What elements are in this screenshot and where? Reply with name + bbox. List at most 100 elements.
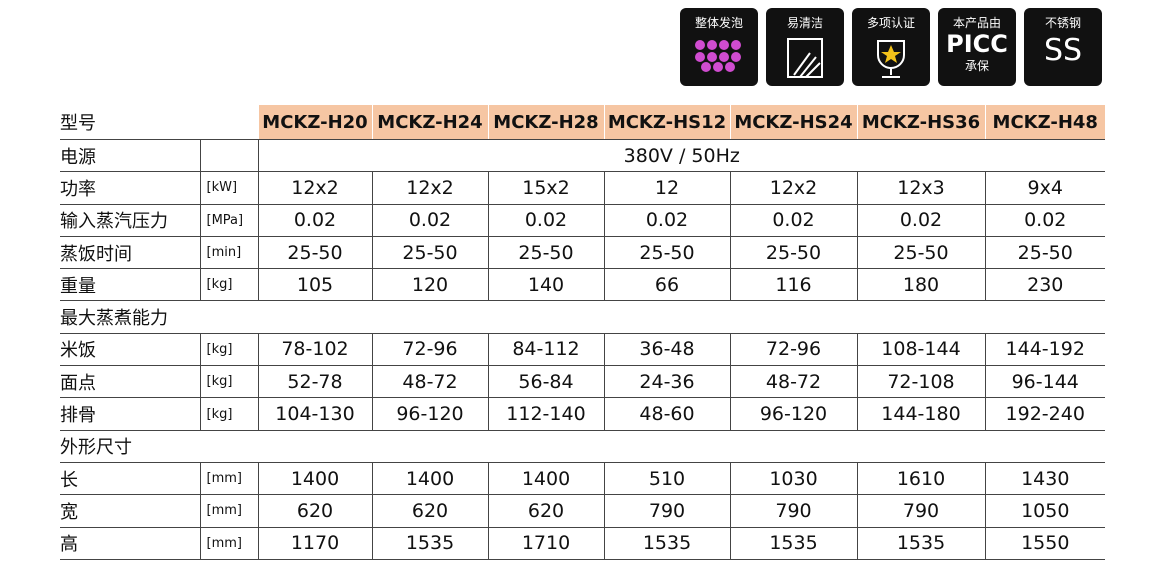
table-row: 蒸饭时间 [min] 25-50 25-50 25-50 25-50 25-50 25-50 2… [60,236,1105,270]
value-cell: 0.02 [729,204,857,237]
row-label: 面点 [60,365,200,399]
value-cell: 9x4 [984,171,1105,205]
unit-cell: [min] [199,236,258,270]
value-cell: 112-140 [487,397,604,431]
value-cell: 0.02 [371,204,488,237]
value-cell: 36-48 [603,333,730,367]
value-cell: 116 [729,268,857,302]
value-cell: 25-50 [487,236,604,270]
spec-table: 型号 MCKZ-H20 MCKZ-H24 MCKZ-H28 MCKZ-HS12 MCKZ-… [60,105,1105,560]
badge-text: PICC [946,30,1008,58]
unit-cell: [MPa] [199,204,258,237]
value-cell: 72-108 [856,365,985,399]
table-row: 功率 [kW] 12x2 12x2 15x2 12 12x2 12x3 9x4 [60,171,1105,205]
header-row: 型号 MCKZ-H20 MCKZ-H24 MCKZ-H28 MCKZ-HS12 MCKZ-… [60,105,1105,140]
value-cell: 790 [856,494,985,528]
value-cell: 105 [257,268,372,302]
foam-icon [695,40,741,72]
value-cell: 72-96 [729,333,857,367]
row-label: 最大蒸煮能力 [60,300,1105,334]
value-cell: 0.02 [487,204,604,237]
badge: 整体发泡 [680,8,758,86]
row-label: 功率 [60,171,200,205]
row-label: 米饭 [60,333,200,367]
value-cell: 66 [603,268,730,302]
unit-cell: [kg] [199,397,258,431]
badge: 不锈钢 SS [1024,8,1102,86]
model-name: MCKZ-H48 [984,105,1105,140]
value-cell: 25-50 [729,236,857,270]
value-cell: 790 [729,494,857,528]
badges: 整体发泡 易清洁 多项认证 本产品由 PICC 承保 不锈钢 SS [680,8,1102,86]
value-cell: 78-102 [257,333,372,367]
table-row: 高 [mm] 1170 1535 1710 1535 1535 1535 1550 [60,527,1105,560]
unit-cell [199,139,258,173]
row-label: 排骨 [60,397,200,431]
value-cell: 120 [371,268,488,302]
value-cell: 230 [984,268,1105,302]
table-row: 最大蒸煮能力 [60,300,1105,334]
model-name: MCKZ-HS24 [729,105,857,140]
value-cell: 0.02 [603,204,730,237]
badge: 易清洁 [766,8,844,86]
row-label: 外形尺寸 [60,430,1105,463]
model-name: MCKZ-HS36 [856,105,985,140]
value-cell: 96-120 [729,397,857,431]
badge-text: 多项认证 [866,16,915,30]
value-cell: 56-84 [487,365,604,399]
value-cell: 1430 [984,462,1105,496]
model-name: MCKZ-H28 [487,105,604,140]
value-cell: 620 [371,494,488,528]
value-cell: 25-50 [984,236,1105,270]
table-row: 电源 380V / 50Hz [60,139,1105,173]
value-cell: 12x2 [257,171,372,205]
value-cell: 48-72 [729,365,857,399]
value-cell: 1400 [487,462,604,496]
model-name: MCKZ-H20 [257,105,372,140]
value-cell: 1400 [371,462,488,496]
value-cell: 510 [603,462,730,496]
table-row: 外形尺寸 [60,430,1105,463]
value-cell: 1535 [856,527,985,560]
value-cell: 72-96 [371,333,488,367]
cert-icon [877,40,905,78]
value-cell: 620 [487,494,604,528]
value-cell: 104-130 [257,397,372,431]
value-cell: 0.02 [984,204,1105,237]
unit-cell: [mm] [199,527,258,560]
badge-text: 易清洁 [786,16,823,30]
value-cell: 1030 [729,462,857,496]
value-cell: 140 [487,268,604,302]
row-label: 宽 [60,494,200,528]
value-cell: 0.02 [257,204,372,237]
badge-text: 整体发泡 [694,16,743,30]
table-row: 宽 [mm] 620 620 620 790 790 790 1050 [60,494,1105,528]
value-cell: 192-240 [984,397,1105,431]
value-cell: 25-50 [856,236,985,270]
value-cell: 1535 [603,527,730,560]
badge-text: SS [1043,33,1083,68]
value-cell: 24-36 [603,365,730,399]
value-cell: 12x2 [371,171,488,205]
value-cell: 15x2 [487,171,604,205]
unit-cell: [mm] [199,494,258,528]
value-cell: 52-78 [257,365,372,399]
table-row: 长 [mm] 1400 1400 1400 510 1030 1610 1430 [60,462,1105,496]
value-cell: 96-120 [371,397,488,431]
badge-text: 承保 [964,59,989,73]
value-cell: 1170 [257,527,372,560]
value-cell: 25-50 [371,236,488,270]
value-cell: 1400 [257,462,372,496]
table-row: 重量 [kg] 105 120 140 66 116 180 230 [60,268,1105,302]
row-label: 高 [60,527,200,560]
value-cell: 1610 [856,462,985,496]
value-cell: 790 [603,494,730,528]
unit-cell: [kW] [199,171,258,205]
badge-text: 本产品由 [952,16,1001,30]
value-cell: 96-144 [984,365,1105,399]
value-cell: 48-60 [603,397,730,431]
value-cell: 620 [257,494,372,528]
value-cell: 12x3 [856,171,985,205]
model-name: MCKZ-H24 [371,105,488,140]
